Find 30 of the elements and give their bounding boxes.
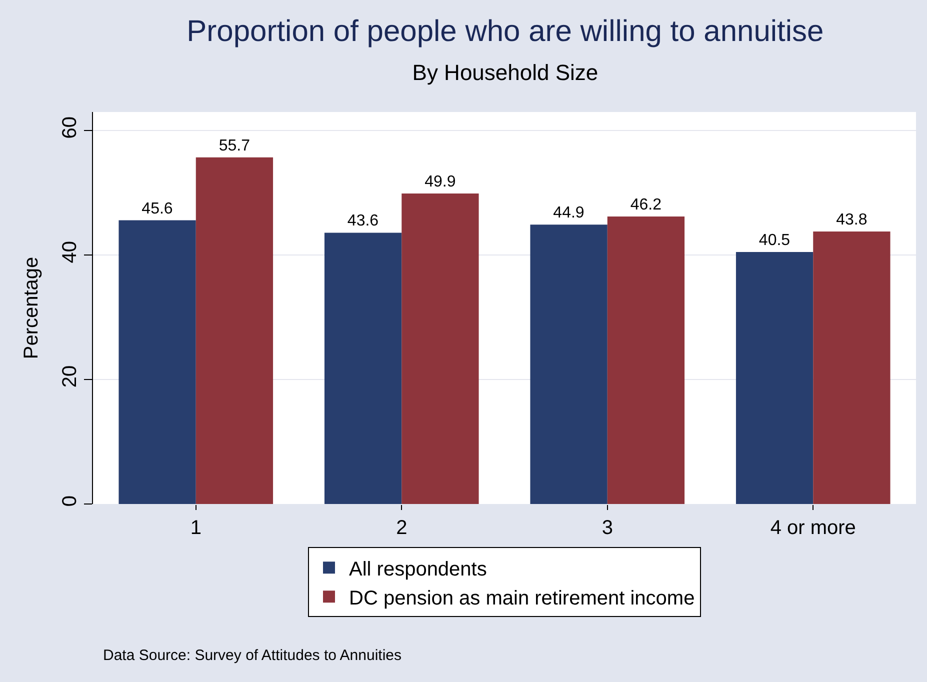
legend-label: DC pension as main retirement income <box>349 587 695 610</box>
bar <box>530 224 608 504</box>
data-label: 46.2 <box>630 196 662 214</box>
chart-title: Proportion of people who are willing to annuitise <box>186 14 824 48</box>
data-label: 43.6 <box>347 212 379 230</box>
y-tick-label: 0 <box>59 495 81 507</box>
data-label: 49.9 <box>424 174 456 191</box>
y-tick-label: 40 <box>59 240 81 264</box>
x-tick-label: 1 <box>190 517 202 539</box>
legend-label: All respondents <box>349 558 487 580</box>
bar <box>118 220 196 504</box>
bar <box>402 194 479 504</box>
bar <box>607 216 685 504</box>
y-axis-title: Percentage <box>20 256 42 360</box>
bar <box>196 157 274 504</box>
data-label: 40.5 <box>758 232 790 249</box>
data-label: 45.6 <box>142 200 173 218</box>
source-note: Data Source: Survey of Attitudes to Annuities <box>103 647 402 664</box>
data-label: 43.8 <box>836 211 868 228</box>
x-tick-label: 4 or more <box>770 517 856 539</box>
x-tick-label: 2 <box>396 517 408 539</box>
x-tick-label: 3 <box>602 517 613 539</box>
y-tick-label: 20 <box>59 365 81 388</box>
y-tick-label: 60 <box>59 116 81 139</box>
data-label: 44.9 <box>553 204 584 222</box>
bar <box>324 232 402 504</box>
bar <box>813 231 890 504</box>
chart-subtitle: By Household Size <box>412 60 598 85</box>
data-label: 55.7 <box>218 137 250 154</box>
bar <box>736 252 814 504</box>
